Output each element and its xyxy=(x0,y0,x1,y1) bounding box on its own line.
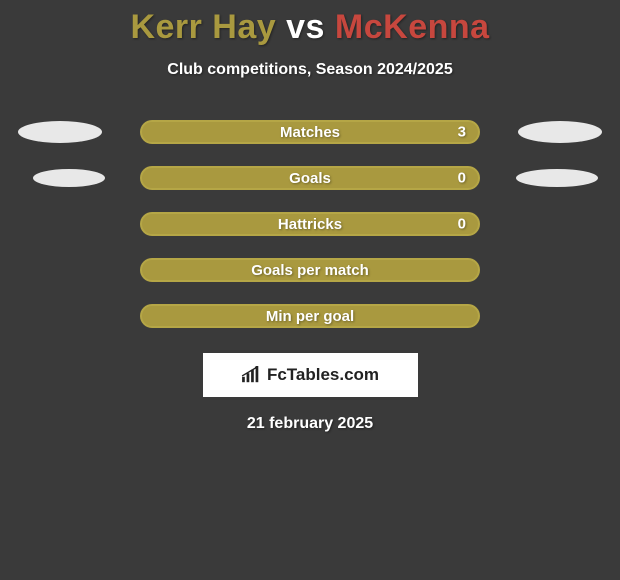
stat-label: Hattricks xyxy=(278,216,342,233)
stat-row-goals-per-match: Goals per match xyxy=(0,247,620,293)
stat-bar: Min per goal xyxy=(140,304,480,328)
title-player2: McKenna xyxy=(335,8,490,46)
left-marker-ellipse xyxy=(33,169,105,187)
left-marker-ellipse xyxy=(18,121,102,143)
date-text: 21 february 2025 xyxy=(0,415,620,433)
stat-label: Goals xyxy=(289,170,331,187)
page-title: Kerr Hay vs McKenna xyxy=(0,8,620,47)
stat-row-hattricks: Hattricks 0 xyxy=(0,201,620,247)
subtitle: Club competitions, Season 2024/2025 xyxy=(0,61,620,79)
bars-chart-icon xyxy=(241,366,263,384)
stat-row-goals: Goals 0 xyxy=(0,155,620,201)
stats-section: Matches 3 Goals 0 Hattricks 0 Goals per … xyxy=(0,109,620,339)
right-marker-ellipse xyxy=(516,169,598,187)
stat-row-min-per-goal: Min per goal xyxy=(0,293,620,339)
stat-label: Matches xyxy=(280,124,340,141)
comparison-card: Kerr Hay vs McKenna Club competitions, S… xyxy=(0,0,620,433)
stat-label: Min per goal xyxy=(266,308,354,325)
stat-value: 3 xyxy=(458,124,466,141)
stat-bar: Hattricks 0 xyxy=(140,212,480,236)
title-player1: Kerr Hay xyxy=(130,8,276,46)
stat-bar: Goals per match xyxy=(140,258,480,282)
stat-value: 0 xyxy=(458,170,466,187)
stat-label: Goals per match xyxy=(251,262,369,279)
stat-row-matches: Matches 3 xyxy=(0,109,620,155)
logo-box[interactable]: FcTables.com xyxy=(203,353,418,397)
title-vs: vs xyxy=(286,8,325,46)
logo-text: FcTables.com xyxy=(267,365,379,385)
stat-bar: Matches 3 xyxy=(140,120,480,144)
stat-bar: Goals 0 xyxy=(140,166,480,190)
right-marker-ellipse xyxy=(518,121,602,143)
stat-value: 0 xyxy=(458,216,466,233)
